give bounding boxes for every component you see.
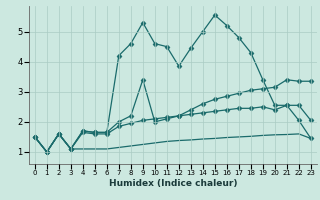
X-axis label: Humidex (Indice chaleur): Humidex (Indice chaleur) — [108, 179, 237, 188]
